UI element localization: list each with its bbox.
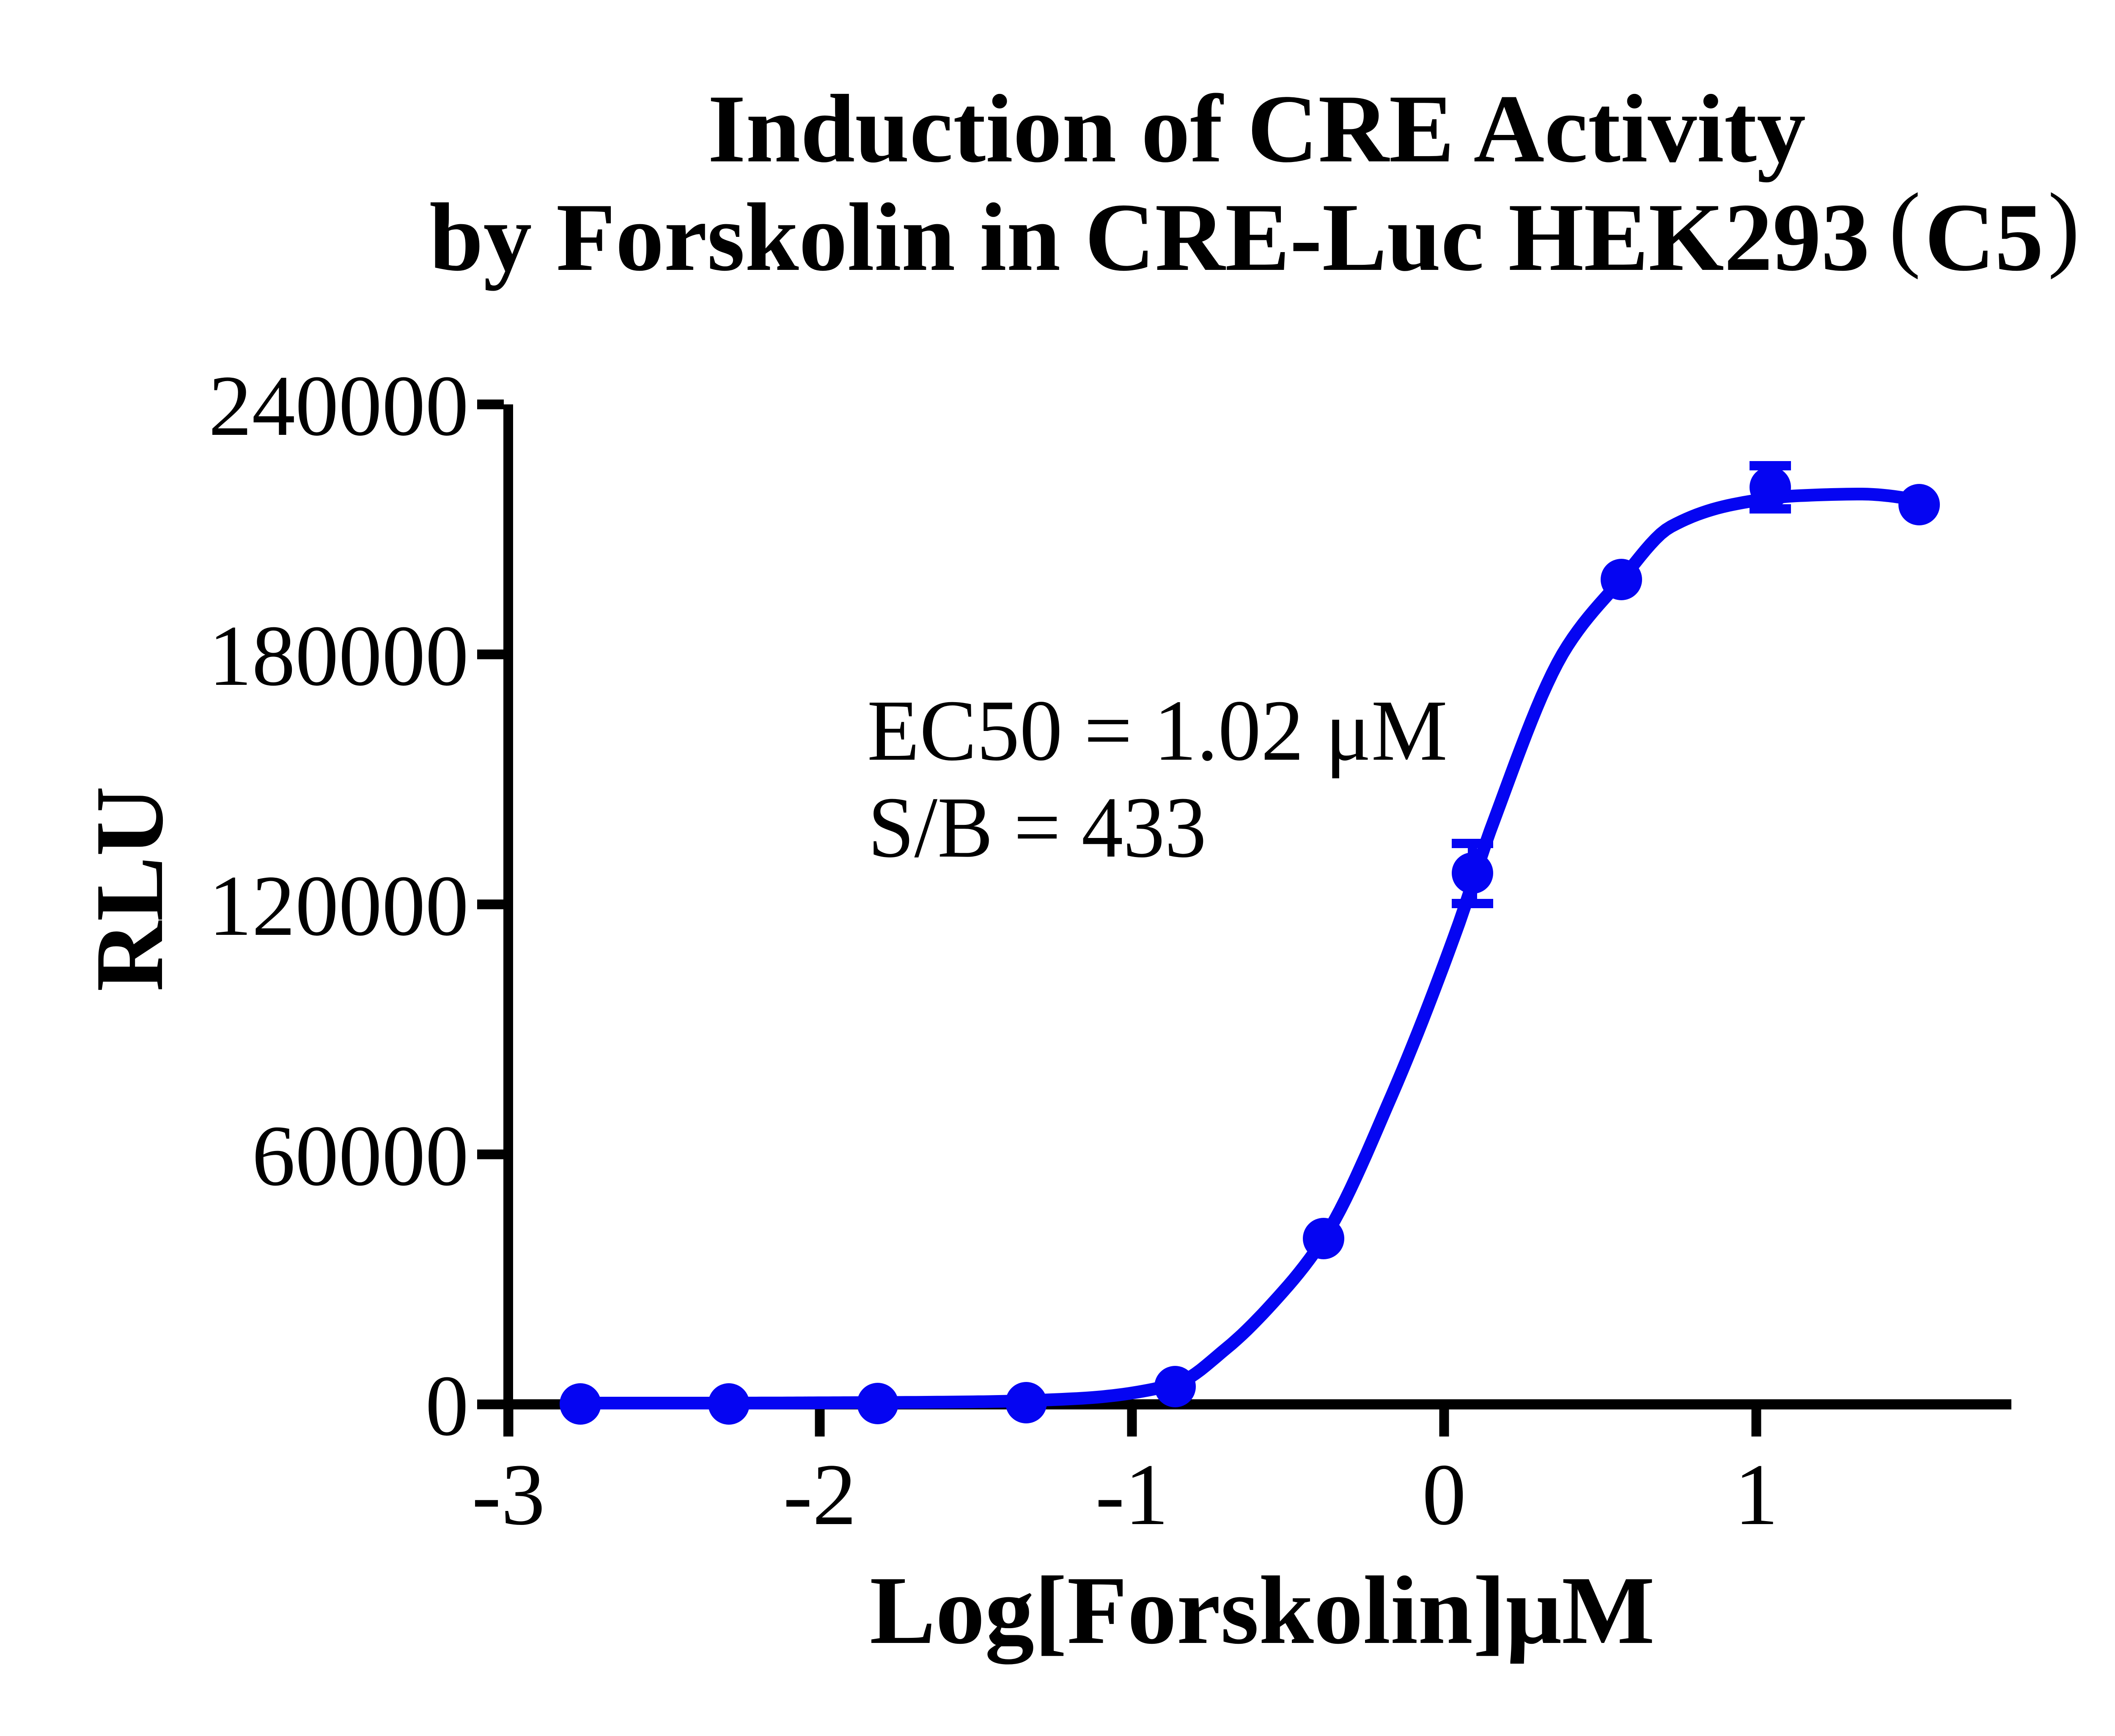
svg-text:Induction of CRE Activity: Induction of CRE Activity bbox=[708, 75, 1806, 183]
svg-text:60000: 60000 bbox=[252, 1108, 469, 1204]
svg-text:by Forskolin in CRE-Luc HEK293: by Forskolin in CRE-Luc HEK293 bbox=[429, 183, 1870, 291]
svg-text:0: 0 bbox=[1422, 1446, 1466, 1543]
svg-text:): ) bbox=[2048, 174, 2080, 280]
svg-text:120000: 120000 bbox=[209, 858, 469, 954]
svg-text:-2: -2 bbox=[783, 1446, 856, 1543]
svg-text:1: 1 bbox=[1734, 1446, 1778, 1543]
svg-text:EC50 = 1.02 μM: EC50 = 1.02 μM bbox=[867, 682, 1448, 779]
svg-text:(: ( bbox=[1889, 174, 1921, 280]
svg-text:S/B = 433: S/B = 433 bbox=[868, 779, 1206, 876]
svg-text:-3: -3 bbox=[472, 1446, 545, 1543]
svg-text:C5: C5 bbox=[1925, 183, 2044, 291]
svg-text:-1: -1 bbox=[1095, 1446, 1168, 1543]
svg-text:180000: 180000 bbox=[209, 608, 469, 704]
svg-text:240000: 240000 bbox=[209, 358, 469, 454]
svg-text:RLU: RLU bbox=[75, 786, 183, 992]
svg-text:0: 0 bbox=[426, 1358, 469, 1454]
svg-text:Log[Forskolin]μM: Log[Forskolin]μM bbox=[870, 1556, 1655, 1665]
